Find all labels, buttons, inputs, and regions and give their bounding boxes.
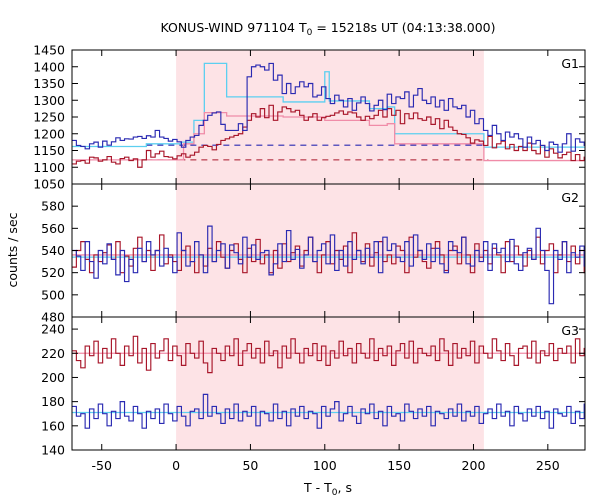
panel-label: G3	[561, 323, 579, 338]
y-tick-label: 160	[41, 418, 65, 433]
y-tick-label: 480	[41, 310, 65, 325]
x-tick-label: 0	[172, 458, 180, 473]
y-tick-label: 540	[41, 243, 65, 258]
x-tick-label: 200	[462, 458, 486, 473]
y-tick-label: 1150	[33, 143, 65, 158]
y-tick-label: 1100	[33, 160, 65, 175]
x-tick-label: 150	[387, 458, 411, 473]
x-tick-label: 100	[313, 458, 337, 473]
y-tick-label: 1350	[33, 76, 65, 91]
y-tick-label: 1400	[33, 59, 65, 74]
y-tick-label: 1200	[33, 126, 65, 141]
panel-label: G2	[561, 190, 579, 205]
title-rest: = 15218s UT (04:13:38.000)	[312, 20, 495, 35]
x-tick-label: 250	[536, 458, 560, 473]
chart-panels: 110011501200125013001350140014501050G150…	[33, 43, 586, 473]
panel-g3: 140 160 180 200 220 240 G3 -50 0 50 100 150 200 250	[41, 316, 586, 473]
x-tick-label: -50	[92, 458, 112, 473]
y-tick-label: 1250	[33, 110, 65, 125]
y-axis-label: counts / sec	[5, 212, 20, 287]
secondary-series	[72, 335, 585, 374]
secondary-series	[72, 104, 585, 168]
primary-series	[72, 62, 585, 153]
y-tick-label: 220	[41, 346, 65, 361]
primary-series	[72, 225, 585, 305]
y-tick-label: 1300	[33, 93, 65, 108]
primary-binned-series	[72, 62, 585, 148]
y-tick-label: 500	[41, 287, 65, 302]
title-subscript: 0	[307, 28, 313, 38]
y-tick-label: 1050	[33, 177, 65, 192]
y-tick-label: 240	[41, 322, 65, 337]
primary-series	[72, 393, 585, 429]
y-tick-label: 520	[41, 265, 65, 280]
panel-data	[72, 335, 585, 429]
y-tick-label: 560	[41, 221, 65, 236]
panel-data	[72, 225, 585, 305]
y-tick-label: 580	[41, 199, 65, 214]
panel-label: G1	[561, 56, 579, 71]
chart-title: KONUS-WIND 971104 T0 = 15218s UT (04:13:…	[160, 20, 495, 38]
title-main: KONUS-WIND 971104 T	[160, 20, 306, 35]
highlight-interval	[176, 317, 484, 450]
panel-data	[72, 62, 585, 168]
x-tick-label: 50	[242, 458, 258, 473]
y-tick-label: 180	[41, 394, 65, 409]
xlabel-main: T - T	[303, 480, 332, 495]
x-axis-label: T - T0, s	[303, 480, 352, 498]
y-tick-label: 1450	[33, 43, 65, 58]
panel-frame	[71, 316, 586, 451]
xlabel-subscript: 0	[332, 488, 338, 498]
highlight-interval	[176, 50, 484, 184]
xlabel-rest: , s	[338, 480, 352, 495]
y-tick-label: 140	[41, 443, 65, 458]
y-tick-label: 200	[41, 370, 65, 385]
panel-g2: 500 520 540 560 580 480 G2	[41, 183, 586, 325]
